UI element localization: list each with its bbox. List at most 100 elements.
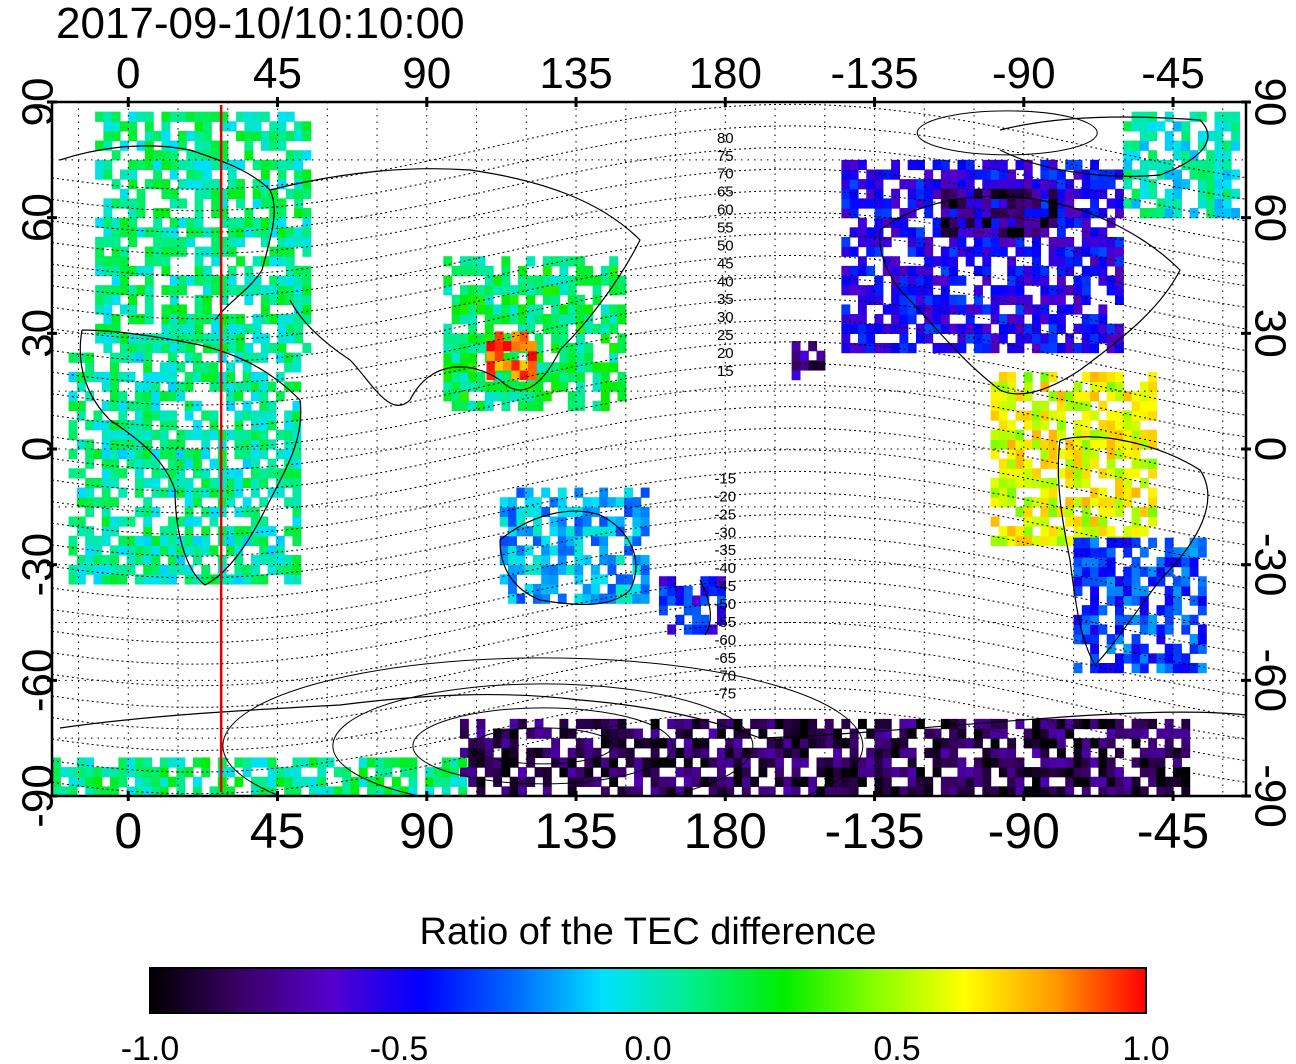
magnetic-contour-line [52,643,1246,730]
tec-cell [1164,605,1174,616]
tec-cell [252,314,262,325]
tec-cell [949,256,959,267]
left-tick [47,216,57,220]
tec-cell [325,757,335,768]
tec-cell [493,371,503,383]
tec-cell [244,265,254,277]
tec-cell [874,208,884,219]
tec-cell [617,767,627,778]
tec-cell [667,757,677,768]
tec-cell [1065,767,1075,778]
tec-cell [176,468,186,479]
tec-cell [143,497,153,508]
tec-cell [211,285,221,296]
tec-cell [194,304,204,315]
tec-cell [236,130,245,142]
tec-cell [1023,198,1033,209]
tec-cell [292,555,302,566]
tec-cell [576,352,585,363]
tec-cell [294,159,304,171]
tec-cell [103,342,113,354]
tec-cell [974,333,983,344]
top-tick [425,97,429,107]
tec-cell [1189,150,1199,161]
tec-cell [924,208,934,219]
tec-cell [990,169,1000,180]
tec-cell [277,111,287,122]
tec-cell [178,217,187,228]
tec-cell [1164,585,1174,597]
tec-cell [940,246,950,257]
tec-cell [159,786,169,796]
tec-cell [1040,776,1050,787]
tec-cell [375,757,385,768]
tec-cell [650,767,660,778]
tec-cell [625,747,635,759]
tec-cell [451,294,461,306]
tec-cell [957,728,967,739]
tec-cell [524,487,534,498]
tec-cell [1106,468,1116,479]
tec-cell [849,198,859,209]
tec-cell [584,738,594,749]
tec-cell [151,487,161,498]
tec-cell [144,159,154,171]
tec-cell [244,140,254,151]
tec-cell [511,369,521,381]
tec-cell [1073,458,1083,469]
left-latitude-label: -30 [14,533,63,597]
tec-cell [658,585,668,597]
tec-cell [260,217,270,228]
tec-cell [1073,381,1083,392]
tec-cell [302,294,312,306]
tec-cell [176,391,186,402]
tec-cell [1164,747,1174,759]
tec-cell [110,468,119,479]
tec-cell [990,747,1000,759]
tec-cell [501,275,511,286]
tec-cell [1023,468,1033,479]
tec-cell [1023,535,1033,546]
tec-cell [1040,294,1050,306]
tec-cell [277,217,287,228]
tec-cell [128,314,138,325]
tec-cell [667,776,677,787]
tec-cell [292,468,302,479]
tec-cell [1106,169,1116,180]
tec-cell [1131,169,1141,180]
tec-cell [143,564,153,575]
tec-cell [957,179,967,190]
tec-cell [816,757,826,768]
tec-cell [251,458,260,469]
tec-cell [542,371,552,383]
tec-cell [1073,624,1083,635]
tec-cell [632,564,642,575]
tec-cell [143,555,153,566]
tec-cell [503,360,512,371]
tec-cell [1081,217,1091,228]
tec-cell [267,564,277,575]
tec-cell [143,400,153,412]
tec-cell [508,516,517,527]
tec-cell [534,352,544,363]
tec-cell [1023,179,1033,190]
tec-cell [891,169,901,180]
tec-cell [1164,556,1174,568]
tec-cell [1065,236,1075,248]
tec-cell [1197,179,1207,190]
tec-cell [915,786,925,796]
tec-cell [891,738,901,749]
tec-cell [251,574,260,585]
tec-cell [584,342,594,354]
tec-cell [194,227,204,238]
tec-cell [1098,179,1108,190]
tec-cell [1040,159,1050,171]
tec-cell [609,767,619,778]
tec-cell [1197,662,1207,674]
tec-cell [168,352,177,363]
tec-cell [176,757,186,768]
tec-cell [1106,236,1116,248]
tec-cell [1056,391,1066,402]
tec-cell [532,555,542,566]
tec-cell [592,285,602,296]
